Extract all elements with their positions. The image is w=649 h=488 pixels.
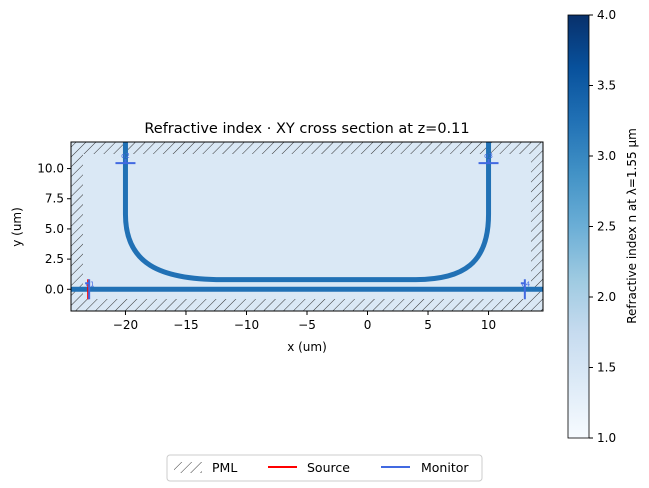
x-axis-label: x (um) [287, 340, 327, 354]
x-tick-label: 10 [481, 318, 496, 332]
colorbar-tick-label: 3.5 [597, 79, 616, 93]
y-tick-label: 2.5 [45, 252, 64, 266]
y-axis-ticks: 0.0 2.5 5.0 7.5 10.0 [37, 162, 71, 296]
legend-monitor-label: Monitor [421, 460, 469, 475]
pml-top [71, 142, 543, 154]
pml-bottom [71, 299, 543, 311]
colorbar-tick-label: 4.0 [597, 8, 616, 22]
x-axis-ticks: −20 −15 −10 −5 0 5 10 [113, 311, 496, 332]
waveguide-layer [71, 142, 543, 292]
monitor-port-label: o4 [521, 280, 530, 288]
y-tick-label: 0.0 [45, 282, 64, 296]
x-tick-label: 0 [364, 318, 372, 332]
colorbar-tick-label: 3.0 [597, 149, 616, 163]
x-tick-label: −10 [234, 318, 259, 332]
y-tick-label: 10.0 [37, 162, 64, 176]
colorbar-tick-label: 2.0 [597, 290, 616, 304]
port-layer: o2 o3 o1 o4 [85, 152, 531, 300]
colorbar-tick-label: 1.0 [597, 431, 616, 445]
monitor-port-label: o3 [484, 152, 493, 160]
colorbar-gradient [567, 14, 590, 439]
legend-pml-swatch [174, 462, 202, 473]
pml-left [71, 154, 83, 299]
legend-frame [166, 454, 483, 482]
y-tick-label: 7.5 [45, 192, 64, 206]
background-region [71, 142, 543, 311]
pml-regions [71, 142, 543, 311]
y-axis-label: y (um) [10, 207, 24, 247]
waveguide-u-bend [122, 142, 492, 283]
plot-area: o2 o3 o1 o4 [70, 141, 544, 312]
monitor-port-label: o2 [121, 152, 130, 160]
legend: PML Source Monitor [166, 454, 483, 482]
x-tick-label: −5 [298, 318, 316, 332]
x-tick-label: −15 [173, 318, 198, 332]
colorbar: 1.0 1.5 2.0 2.5 3.0 3.5 4.0 Refractive index n… [567, 8, 639, 445]
colorbar-tick-label: 2.5 [597, 220, 616, 234]
colorbar-label: Refractive index n at λ=1.55 µm [625, 128, 639, 324]
colorbar-tick-label: 1.5 [597, 361, 616, 375]
colorbar-ticks: 1.0 1.5 2.0 2.5 3.0 3.5 4.0 [589, 8, 616, 445]
chart-title: Refractive index · XY cross section at z… [144, 121, 469, 137]
x-tick-label: −20 [113, 318, 138, 332]
monitor-port-label: o1 [86, 280, 95, 288]
y-tick-label: 5.0 [45, 222, 64, 236]
pml-right [531, 154, 543, 299]
legend-pml-label: PML [212, 460, 237, 475]
x-tick-label: 5 [424, 318, 432, 332]
legend-source-label: Source [307, 460, 350, 475]
